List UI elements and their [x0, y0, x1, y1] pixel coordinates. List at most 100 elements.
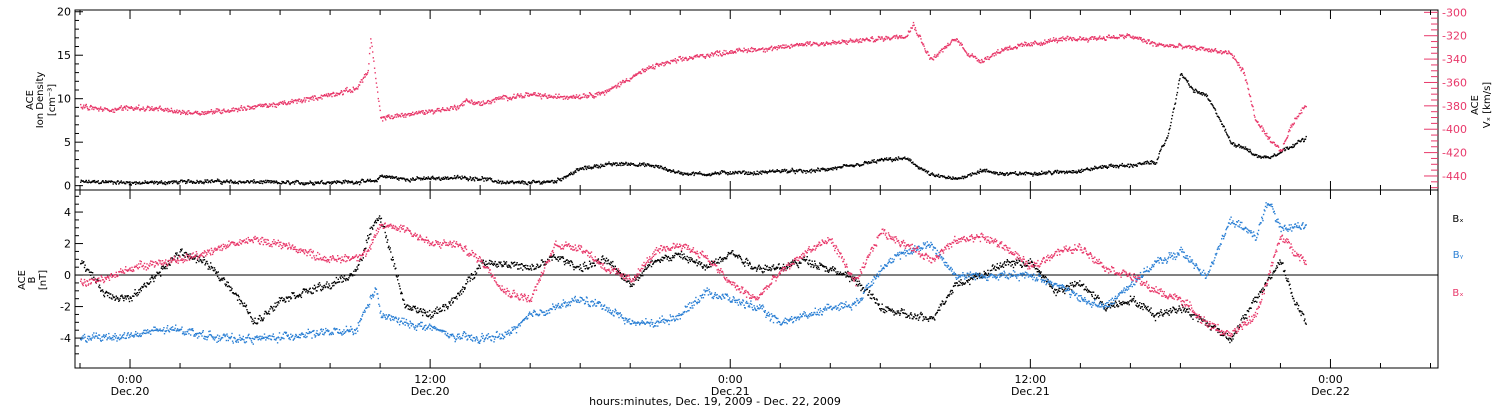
data-point — [451, 106, 453, 108]
data-point — [839, 167, 842, 169]
data-point — [1257, 121, 1259, 123]
data-point — [226, 180, 229, 183]
data-point — [426, 112, 428, 115]
data-point — [1112, 35, 1115, 37]
data-point — [448, 302, 451, 305]
data-point — [932, 59, 935, 61]
data-point — [545, 181, 548, 183]
data-point — [1151, 41, 1153, 43]
data-point — [620, 82, 623, 84]
data-point — [474, 270, 476, 273]
data-point — [845, 165, 847, 167]
data-point — [260, 319, 262, 322]
data-point — [118, 108, 120, 110]
data-point — [1240, 70, 1242, 72]
data-point — [665, 168, 668, 170]
data-point — [153, 276, 156, 278]
data-point — [393, 177, 396, 179]
data-point — [216, 178, 219, 180]
data-point — [353, 88, 355, 90]
data-point — [637, 165, 640, 167]
data-point — [298, 293, 301, 296]
data-point — [1002, 50, 1005, 52]
data-point — [877, 159, 879, 161]
data-point — [237, 109, 239, 111]
data-point — [160, 267, 163, 269]
data-point — [146, 181, 149, 183]
data-point — [179, 251, 181, 253]
data-point — [1049, 40, 1051, 42]
data-point — [1077, 169, 1080, 171]
data-point — [446, 306, 448, 308]
data-point — [667, 170, 669, 172]
data-point — [680, 58, 683, 60]
data-point — [450, 304, 452, 306]
data-point — [421, 311, 423, 314]
data-point — [1118, 37, 1120, 39]
data-point — [276, 103, 279, 105]
data-point — [428, 309, 431, 312]
data-point — [720, 172, 722, 175]
data-point — [300, 182, 302, 185]
data-point — [928, 54, 930, 56]
data-point — [1181, 73, 1183, 75]
data-point — [949, 43, 952, 45]
data-point — [521, 263, 523, 265]
data-point — [375, 179, 378, 182]
data-point — [1151, 160, 1153, 162]
data-point — [1098, 36, 1100, 39]
data-point — [328, 181, 330, 183]
data-point — [1299, 112, 1302, 115]
data-point — [1252, 153, 1255, 155]
data-point — [601, 256, 603, 258]
data-point — [711, 172, 713, 174]
data-point — [163, 266, 166, 268]
data-point — [879, 158, 881, 161]
data-point — [459, 105, 461, 107]
data-point — [927, 51, 929, 53]
data-point — [937, 53, 940, 55]
data-point — [353, 89, 356, 91]
data-point — [139, 288, 141, 291]
data-point — [988, 171, 990, 173]
data-point — [329, 93, 331, 95]
data-point — [1293, 145, 1295, 147]
data-point — [1004, 48, 1007, 50]
data-point — [851, 164, 853, 166]
data-point — [559, 258, 561, 260]
data-point — [441, 309, 443, 311]
data-point — [353, 274, 356, 276]
data-point — [796, 42, 798, 45]
data-point — [144, 110, 146, 112]
data-point — [1219, 51, 1221, 54]
data-point — [887, 36, 890, 39]
data-point — [438, 178, 441, 180]
data-point — [1237, 145, 1239, 147]
data-point — [81, 260, 83, 262]
data-point — [1194, 45, 1196, 47]
data-point — [533, 93, 536, 96]
data-point — [616, 162, 618, 164]
data-point — [1139, 162, 1141, 164]
data-point — [1021, 45, 1023, 47]
data-point — [417, 307, 419, 309]
data-point — [89, 271, 91, 273]
data-point — [513, 261, 516, 263]
data-point — [320, 289, 323, 292]
data-point — [834, 166, 837, 168]
magnetic-field-series — [80, 202, 1307, 345]
data-point — [110, 297, 112, 299]
data-point — [1129, 34, 1131, 37]
data-point — [942, 51, 944, 53]
data-point — [228, 111, 231, 113]
data-point — [319, 182, 321, 184]
data-point — [583, 96, 586, 98]
data-point — [177, 181, 179, 183]
data-point — [592, 96, 594, 98]
data-point — [278, 102, 280, 104]
data-point — [202, 181, 204, 183]
data-point — [457, 108, 459, 110]
data-point — [1177, 44, 1180, 46]
data-point — [1077, 171, 1079, 173]
